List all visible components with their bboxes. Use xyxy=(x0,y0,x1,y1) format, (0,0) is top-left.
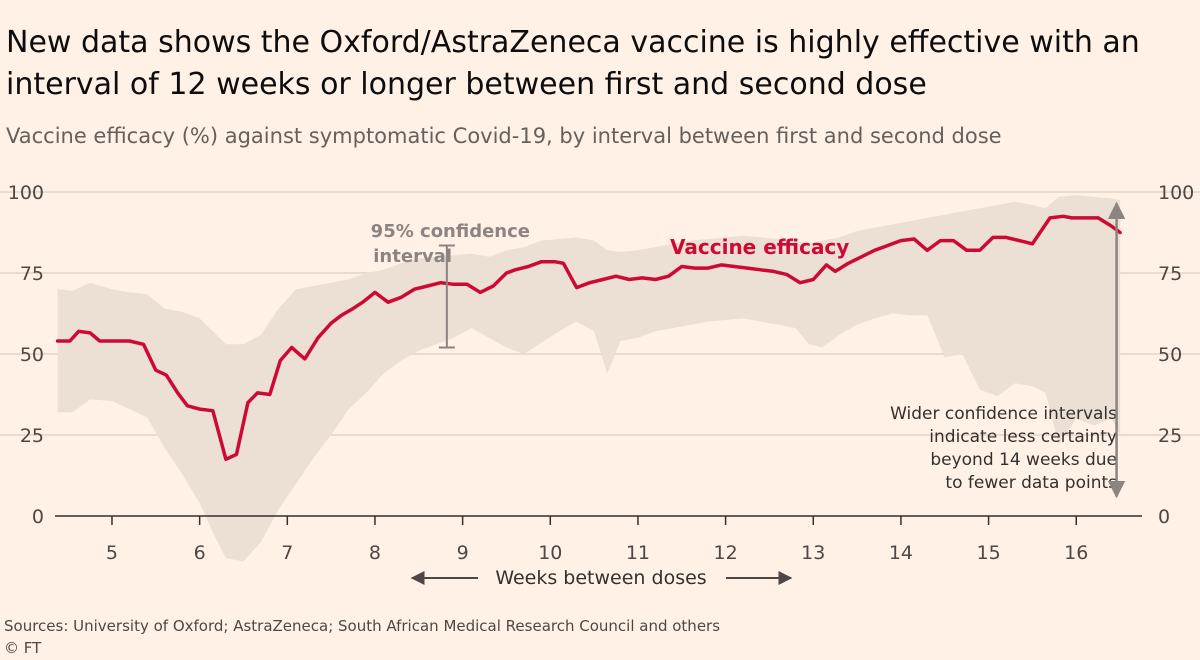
confidence-band-area xyxy=(57,195,1121,562)
y-tick-label-right: 75 xyxy=(1158,263,1182,285)
x-tick-label: 5 xyxy=(106,542,118,564)
note-line: to fewer data points xyxy=(945,473,1117,493)
y-tick-label-left: 100 xyxy=(8,182,44,204)
x-tick-label: 11 xyxy=(626,542,650,564)
x-tick-label: 12 xyxy=(714,542,738,564)
y-tick-label-left: 25 xyxy=(20,425,44,447)
y-tick-label-left: 0 xyxy=(32,506,44,528)
efficacy-line xyxy=(55,214,1122,462)
x-tick-label: 6 xyxy=(194,542,206,564)
y-tick-label-left: 50 xyxy=(20,344,44,366)
x-tick-label: 9 xyxy=(457,542,469,564)
series-label: Vaccine efficacy xyxy=(670,235,849,259)
note-line: beyond 14 weeks due xyxy=(930,450,1117,470)
y-tick-label-right: 0 xyxy=(1158,506,1170,528)
ci-label-line2: interval xyxy=(373,246,452,267)
x-tick-label: 14 xyxy=(889,542,913,564)
x-tick-label: 16 xyxy=(1064,542,1088,564)
y-tick-label-right: 100 xyxy=(1158,182,1194,204)
source-note: Sources: University of Oxford; AstraZene… xyxy=(4,617,721,635)
ci-label-line1: 95% confidence xyxy=(371,221,530,242)
y-tick-label-right: 50 xyxy=(1158,344,1182,366)
confidence-band xyxy=(57,195,1121,562)
y-tick-label-left: 75 xyxy=(20,263,44,285)
chart-subtitle: Vaccine efficacy (%) against symptomatic… xyxy=(6,124,1002,148)
chart-title: New data shows the Oxford/AstraZeneca va… xyxy=(6,25,1140,102)
x-tick-label: 7 xyxy=(281,542,293,564)
x-tick-label: 13 xyxy=(801,542,825,564)
x-axis-title: Weeks between doses xyxy=(495,567,706,589)
annotations: 95% confidence interval Vaccine efficacy Wi… xyxy=(371,201,1126,499)
note-line: Wider confidence intervals xyxy=(890,404,1117,424)
x-tick-label: 10 xyxy=(538,542,562,564)
efficacy-series xyxy=(55,214,1122,462)
x-tick-label: 8 xyxy=(369,542,381,564)
note-line: indicate less certainty xyxy=(929,427,1117,447)
copyright-note: © FT xyxy=(4,639,42,657)
axes: 0 0 25 25 50 50 75 75 100 100 5 6 7 8 9 10 11 12 13 14 15 16 W… xyxy=(8,182,1195,589)
x-tick-label: 15 xyxy=(976,542,1000,564)
y-tick-label-right: 25 xyxy=(1158,425,1182,447)
efficacy-line-chart: 0 0 25 25 50 50 75 75 100 100 5 6 7 8 9 10 11 12 13 14 15 16 W… xyxy=(0,182,1200,589)
